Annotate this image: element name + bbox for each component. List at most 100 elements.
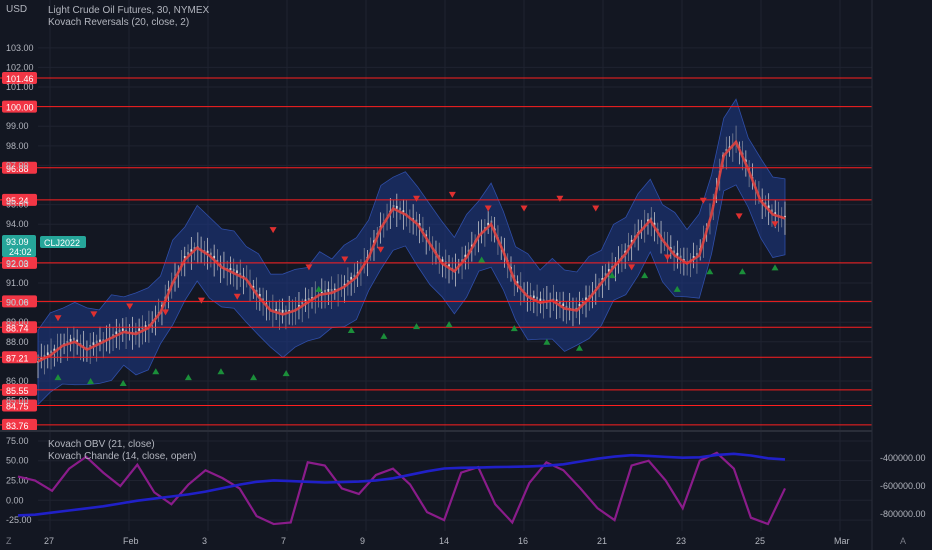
candle-body — [650, 217, 653, 221]
candle-body — [624, 250, 627, 253]
up-arrow-marker — [771, 264, 779, 271]
candle-body — [206, 250, 209, 254]
level-badge — [2, 193, 37, 206]
candle-body — [121, 328, 124, 331]
candle-body — [298, 304, 300, 307]
candle-body — [461, 259, 463, 262]
candle-body — [232, 268, 235, 272]
candle-body — [784, 215, 786, 218]
up-arrow-marker — [347, 327, 355, 334]
candle-body — [395, 205, 398, 209]
candle-body — [516, 281, 519, 284]
candle-body — [134, 331, 137, 333]
up-arrow-marker — [282, 370, 290, 377]
candle-body — [350, 276, 353, 280]
down-arrow-marker — [771, 221, 779, 228]
time-tick-label: 7 — [281, 536, 286, 546]
down-arrow-marker — [305, 264, 313, 271]
candle-body — [464, 254, 467, 258]
price-tick-label: 95.00 — [6, 200, 29, 210]
candle-body — [125, 329, 127, 332]
down-arrow-marker — [699, 197, 707, 204]
osc-left-tick: 75.00 — [6, 436, 29, 446]
candle-body — [559, 301, 561, 304]
up-arrow-marker — [380, 332, 388, 339]
candle-body — [320, 291, 323, 294]
price-tick-label: 101.00 — [6, 82, 34, 92]
level-badge — [2, 399, 37, 412]
candle-body — [281, 309, 284, 313]
currency-label: USD — [6, 4, 28, 15]
indicator-legend: Kovach Reversals (20, close, 2) — [48, 17, 190, 28]
candle-body — [66, 340, 69, 343]
auto-scale-button[interactable]: A — [900, 536, 907, 546]
candle-body — [190, 249, 193, 252]
candle-body — [304, 299, 307, 303]
candle-body — [767, 205, 770, 209]
candle-body — [676, 252, 679, 256]
candle-body — [679, 255, 682, 258]
candle-body — [536, 296, 538, 300]
candle-body — [311, 297, 313, 299]
candle-body — [89, 344, 92, 347]
up-arrow-marker — [641, 272, 649, 279]
candle-body — [725, 148, 728, 152]
down-arrow-marker — [520, 205, 528, 212]
candle-body — [76, 339, 79, 342]
up-arrow-marker — [445, 321, 453, 328]
candle-body — [562, 303, 565, 307]
price-tick-label: 94.00 — [6, 219, 29, 229]
up-arrow-marker — [217, 368, 225, 375]
price-tick-label: 98.00 — [6, 141, 29, 151]
candle-body — [262, 298, 264, 301]
candle-body — [50, 350, 52, 354]
candle-body — [252, 285, 255, 289]
candle-body — [630, 239, 633, 243]
candle-body — [399, 207, 401, 211]
candle-body — [611, 265, 614, 268]
level-badge — [2, 72, 37, 85]
time-tick-label: 9 — [360, 536, 365, 546]
price-tick-label: 86.00 — [6, 376, 29, 386]
candle-body — [696, 252, 698, 256]
candle-body — [46, 352, 49, 356]
candle-body — [601, 278, 604, 281]
level-label: 92.03 — [6, 259, 29, 269]
osc-left-tick: -25.00 — [6, 515, 32, 525]
down-arrow-marker — [377, 246, 385, 253]
up-arrow-marker — [315, 285, 323, 292]
candle-body — [669, 247, 672, 250]
price-tick-label: 97.00 — [6, 160, 29, 170]
candle-body — [673, 250, 675, 254]
candle-body — [193, 247, 196, 250]
down-arrow-marker — [628, 264, 636, 271]
candle-body — [327, 288, 330, 292]
candle-body — [774, 212, 777, 215]
band-area — [37, 98, 786, 406]
candle-body — [578, 304, 581, 307]
level-badge — [2, 256, 37, 269]
price-axis: 103.00 102.00 101.00 99.00 98.00 97.00 95.00 94… — [6, 43, 34, 406]
candle-body — [448, 264, 450, 267]
candle-body — [487, 222, 490, 226]
zoom-toggle-icon[interactable]: Z — [6, 536, 12, 546]
level-badge — [2, 295, 37, 308]
time-tick-label: 14 — [439, 536, 449, 546]
osc-right-tick: -600000.00 — [880, 481, 926, 491]
candle-body — [647, 219, 649, 222]
candle-body — [99, 339, 101, 342]
level-badge — [2, 351, 37, 364]
candle-body — [183, 256, 186, 259]
candle-body — [330, 288, 333, 292]
candle-body — [275, 308, 278, 311]
candle-body — [239, 272, 242, 275]
candle-body — [575, 307, 578, 310]
level-badge — [2, 321, 37, 334]
time-tick-label: 21 — [597, 536, 607, 546]
candle-body — [307, 297, 310, 301]
level-label: 101.46 — [6, 74, 34, 84]
candle-body — [565, 305, 568, 308]
candle-body — [285, 309, 287, 312]
candle-body — [422, 228, 424, 232]
